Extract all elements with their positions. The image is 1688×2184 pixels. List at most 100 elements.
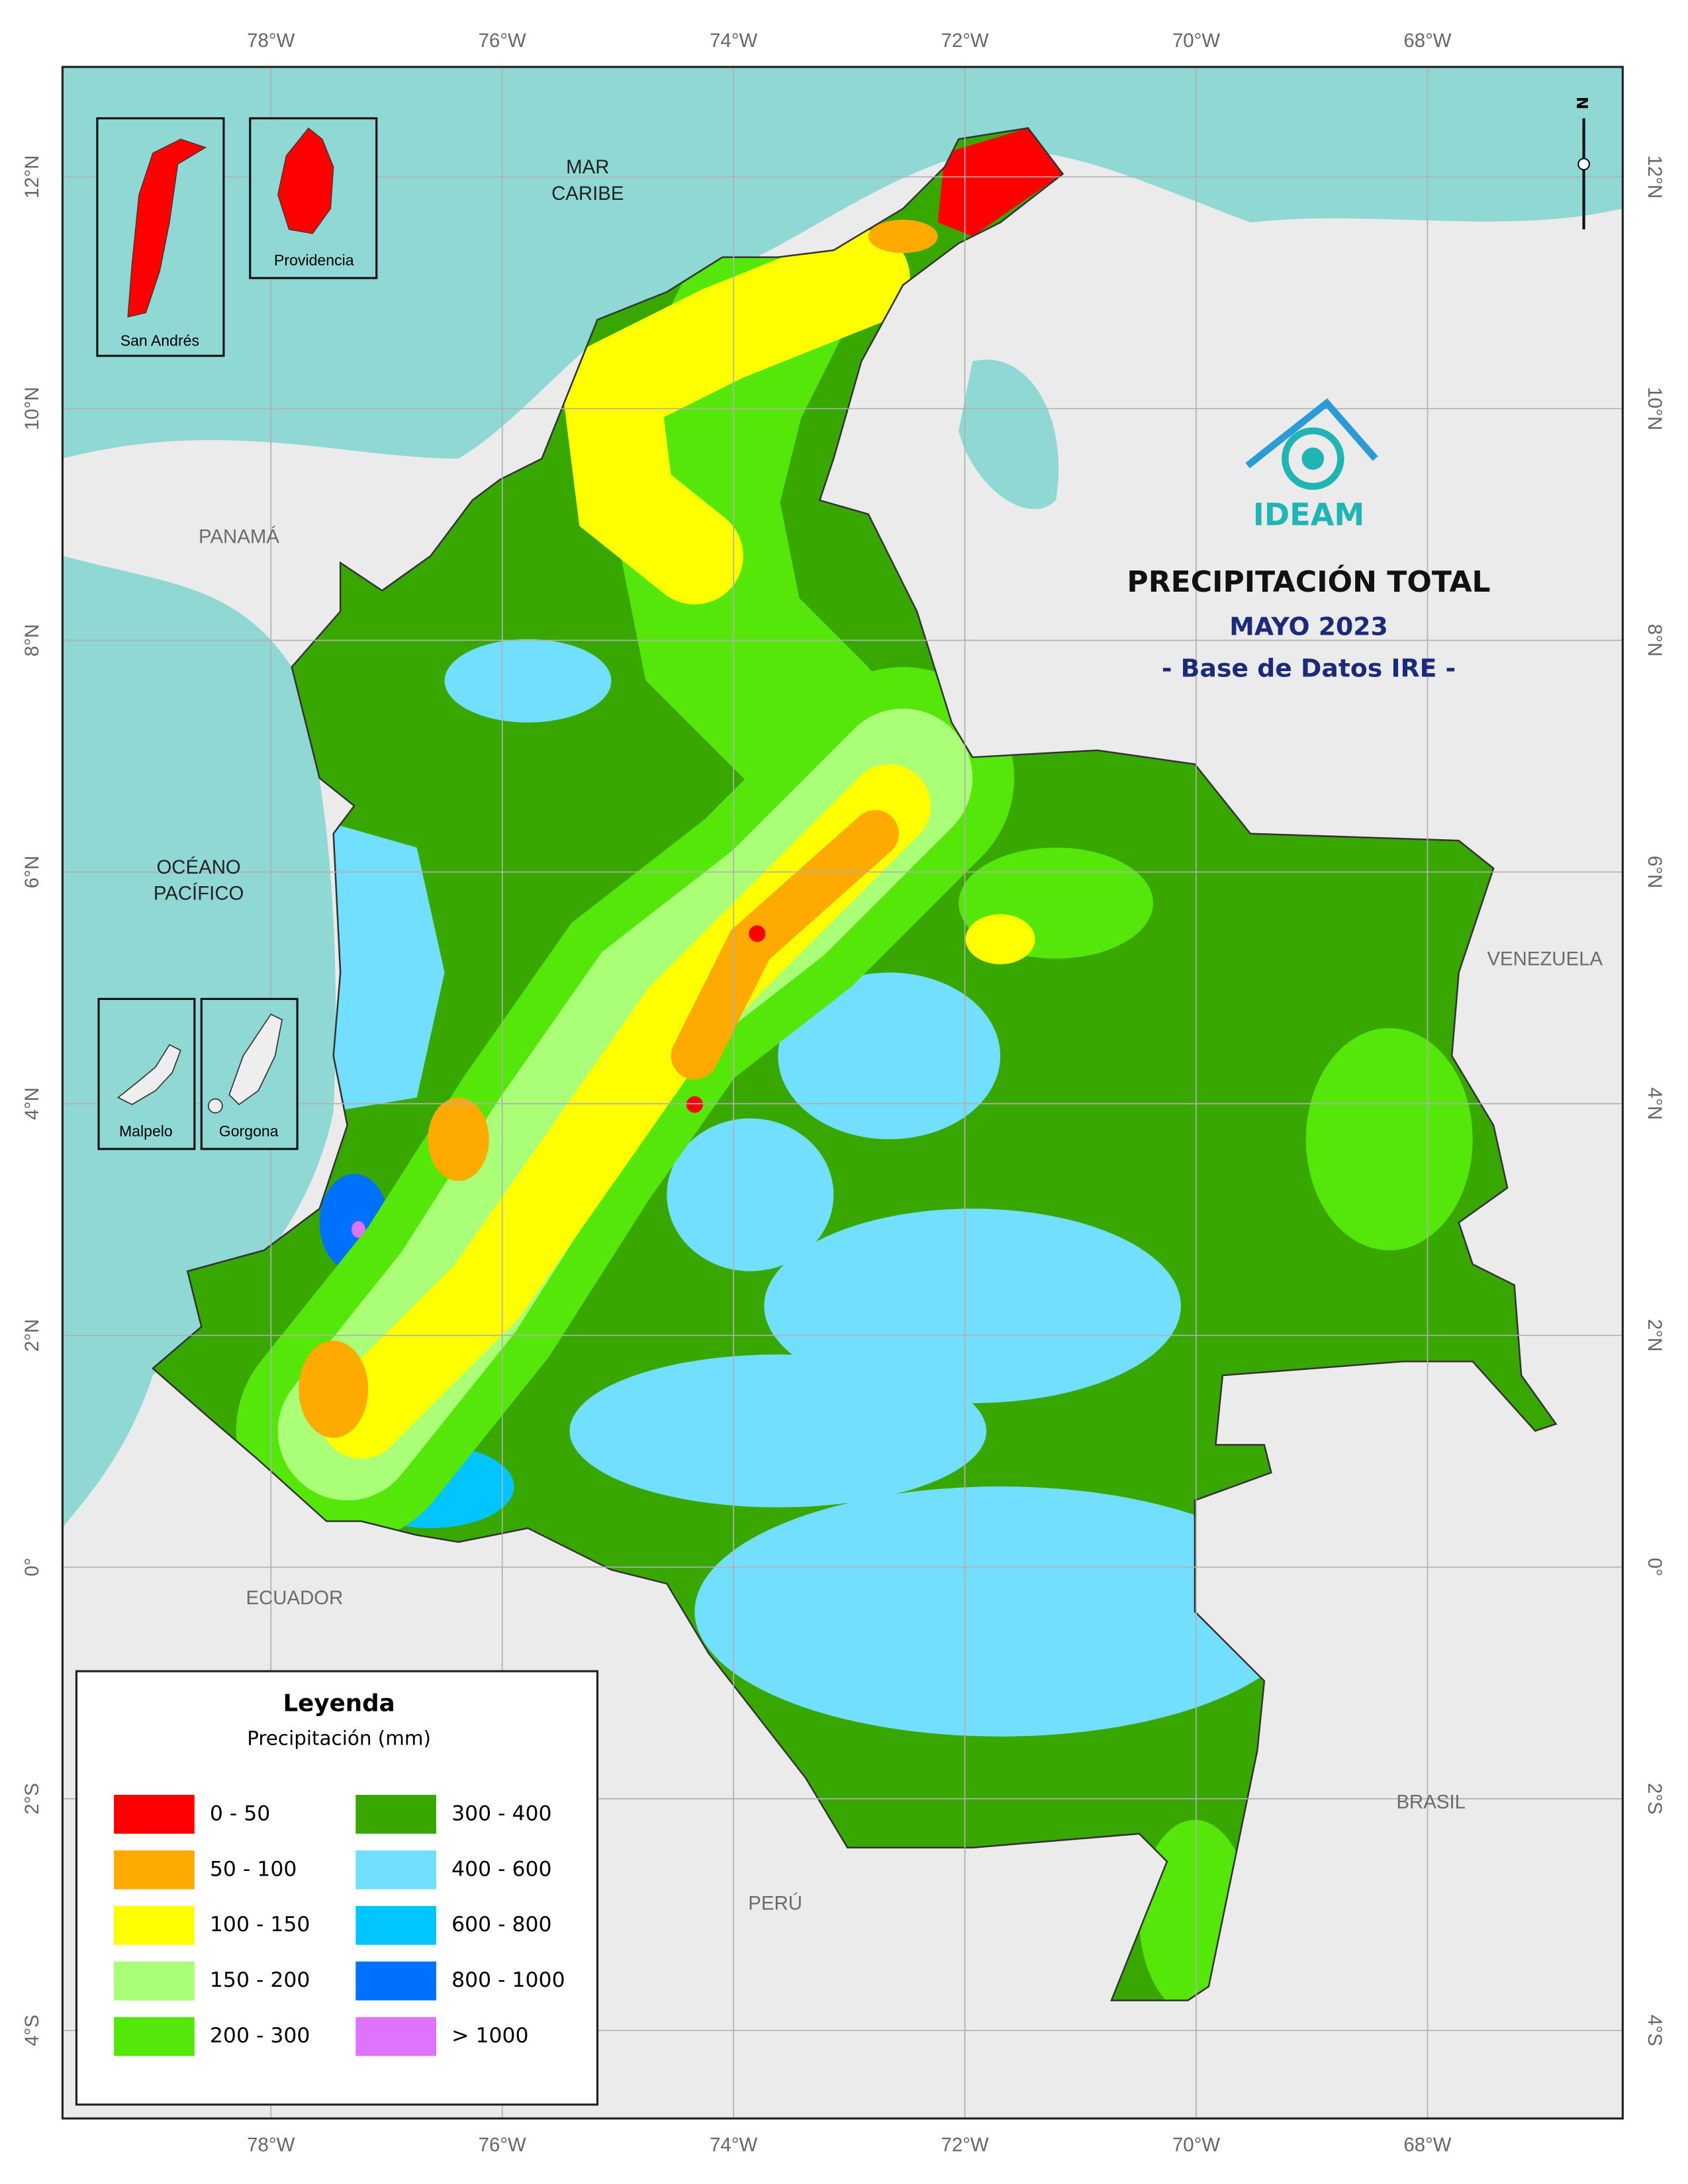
inset-san-andres: San Andrés	[96, 117, 225, 357]
precip-band	[671, 809, 899, 1080]
place-label: ECUADOR	[246, 1587, 343, 1609]
precip-area	[428, 1097, 489, 1181]
pacific-sea	[62, 555, 336, 1529]
lat-label: 6°N	[1644, 856, 1665, 888]
precip-area	[694, 1486, 1306, 1737]
place-label: CARIBE	[551, 183, 624, 205]
legend-label: 800 - 1000	[451, 1968, 565, 1992]
legend-label: 400 - 600	[451, 1857, 552, 1881]
logo-text: IDEAM	[1253, 497, 1365, 533]
logo-roof	[1245, 398, 1378, 469]
place-label: PANAMÁ	[199, 525, 279, 547]
lat-label: 2°S	[1644, 1783, 1665, 1815]
precip-area	[749, 925, 766, 942]
island	[228, 1013, 283, 1105]
island	[207, 1098, 223, 1114]
north-arrow: N	[1575, 97, 1592, 230]
inset-label: Providencia	[274, 251, 354, 269]
precip-area	[686, 1096, 703, 1113]
lat-label: 6°N	[21, 856, 43, 888]
legend-label: 200 - 300	[210, 2024, 310, 2048]
lon-label: 76°W	[479, 2134, 526, 2156]
legend-label: 50 - 100	[210, 1857, 297, 1881]
caribbean-sea	[62, 67, 1623, 459]
legend-swatch	[355, 1850, 437, 1889]
map-frame	[61, 66, 1624, 2120]
place-label: PERÚ	[748, 1893, 802, 1915]
legend-label: 150 - 200	[210, 1968, 310, 1992]
source: - Base de Datos IRE -	[1162, 653, 1456, 682]
legend-label: 600 - 800	[451, 1913, 552, 1936]
island	[277, 127, 334, 234]
legend-swatch	[355, 1794, 437, 1834]
precip-area	[299, 1340, 369, 1438]
precip-area	[937, 128, 1063, 237]
inset-label: Malpelo	[119, 1122, 173, 1140]
lat-label: 8°N	[1644, 624, 1665, 657]
logo-eye	[1301, 447, 1325, 470]
subtitle: MAYO 2023	[1229, 612, 1388, 641]
place-label: VENEZUELA	[1487, 948, 1603, 970]
lon-label: 78°W	[247, 30, 295, 52]
legend-swatch	[114, 1905, 195, 1945]
lon-label: 76°W	[479, 30, 526, 52]
lat-label: 4°S	[21, 2015, 43, 2046]
precip-area	[778, 972, 1001, 1140]
lat-label: 2°N	[21, 1319, 43, 1351]
maracaibo-lake	[959, 359, 1059, 510]
legend-swatch	[114, 1850, 195, 1889]
legend-label: 300 - 400	[451, 1801, 552, 1825]
legend-swatch	[114, 2017, 195, 2056]
lon-label: 70°W	[1172, 2134, 1220, 2156]
lon-label: 74°W	[710, 2134, 757, 2156]
inset-label: San Andrés	[120, 332, 199, 349]
lat-label: 12°N	[1644, 156, 1665, 199]
precip-area	[965, 914, 1035, 964]
island	[127, 138, 207, 318]
lat-label: 12°N	[21, 156, 43, 199]
precip-area	[667, 1118, 834, 1271]
lon-label: 72°W	[941, 2134, 989, 2156]
lat-label: 4°N	[1644, 1087, 1665, 1120]
lat-label: 10°N	[1644, 387, 1665, 431]
title: PRECIPITACIÓN TOTAL	[1127, 564, 1490, 599]
legend-label: 100 - 150	[210, 1913, 310, 1936]
precip-area	[351, 1221, 365, 1238]
legend-swatch	[114, 1794, 195, 1834]
precip-area	[444, 639, 612, 723]
lon-label: 74°W	[710, 30, 757, 52]
lon-label: 72°W	[941, 30, 989, 52]
legend: Leyenda Precipitación (mm) 0 - 50 50 - 10…	[75, 1670, 599, 2106]
legend-title: Leyenda	[283, 1690, 395, 1717]
lon-label: 68°W	[1403, 2134, 1451, 2156]
precip-area	[569, 1354, 987, 1508]
lat-label: 4°S	[1644, 2015, 1665, 2046]
precip-area	[319, 819, 445, 1112]
lon-label: 68°W	[1403, 30, 1451, 52]
place-label: BRASIL	[1396, 1791, 1466, 1813]
lon-label: 78°W	[247, 2134, 295, 2156]
place-label: OCÉANO	[156, 856, 240, 878]
legend-swatch	[114, 1961, 195, 2001]
lat-label: 8°N	[21, 624, 43, 657]
country-border	[151, 127, 1558, 2001]
logo: IDEAM	[1245, 398, 1378, 533]
legend-label: 0 - 50	[210, 1801, 270, 1825]
legend-swatch	[355, 1905, 437, 1945]
precip-band	[559, 229, 910, 605]
precip-area	[764, 1208, 1181, 1404]
inset-malpelo: Malpelo	[97, 997, 196, 1150]
north-arrow-circle	[1577, 158, 1591, 171]
lat-label: 2°S	[21, 1783, 43, 1815]
legend-swatch	[355, 2017, 437, 2056]
place-label: PACÍFICO	[154, 883, 244, 905]
place-label: MAR	[566, 156, 609, 178]
lon-label: 70°W	[1172, 30, 1220, 52]
north-label: N	[1575, 97, 1592, 109]
inset-gorgona: Gorgona	[200, 997, 299, 1150]
legend-label: > 1000	[451, 2024, 528, 2048]
inset-label: Gorgona	[219, 1122, 279, 1140]
lat-label: 0°	[1644, 1558, 1665, 1576]
